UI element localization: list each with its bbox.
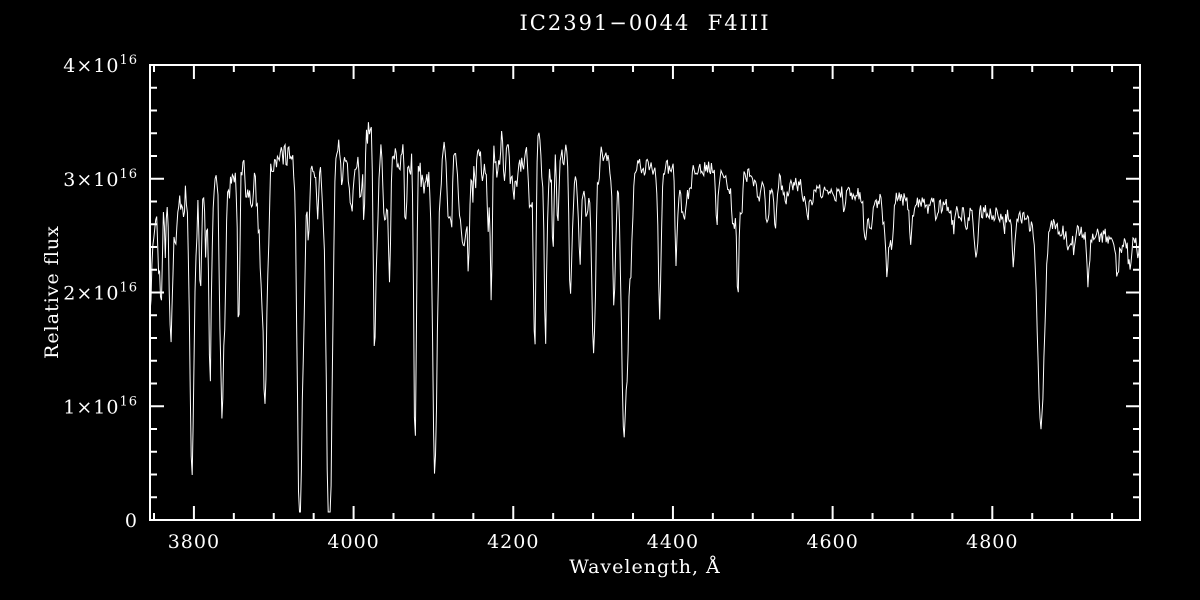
axes (149, 64, 1141, 521)
y-axis-tick-label: 1×1016 (63, 394, 138, 418)
x-axis-tick-label: 4200 (487, 531, 539, 553)
x-axis-tick-label: 4800 (966, 531, 1018, 553)
y-axis-tick-label: 0 (125, 510, 138, 532)
x-axis-tick-label: 4000 (327, 531, 379, 553)
tick-labels: 3800 4000 4200 4400 4600 4800 0 1×1016 2×1016 3×1… (63, 53, 1018, 553)
y-axis-tick-label: 3×1016 (63, 167, 138, 191)
x-axis-label: Wavelength, Å (569, 556, 721, 578)
plot-title: IC2391−0044 F4III (519, 11, 770, 35)
y-axis-tick-label: 2×1016 (63, 281, 138, 305)
spectrum-line (149, 122, 1141, 513)
x-axis-tick-label: 4600 (806, 531, 858, 553)
y-axis-label: Relative flux (41, 225, 63, 359)
y-axis-tick-label: 4×1016 (63, 53, 138, 77)
x-axis-tick-label: 4400 (647, 531, 699, 553)
x-axis-tick-label: 3800 (168, 531, 220, 553)
